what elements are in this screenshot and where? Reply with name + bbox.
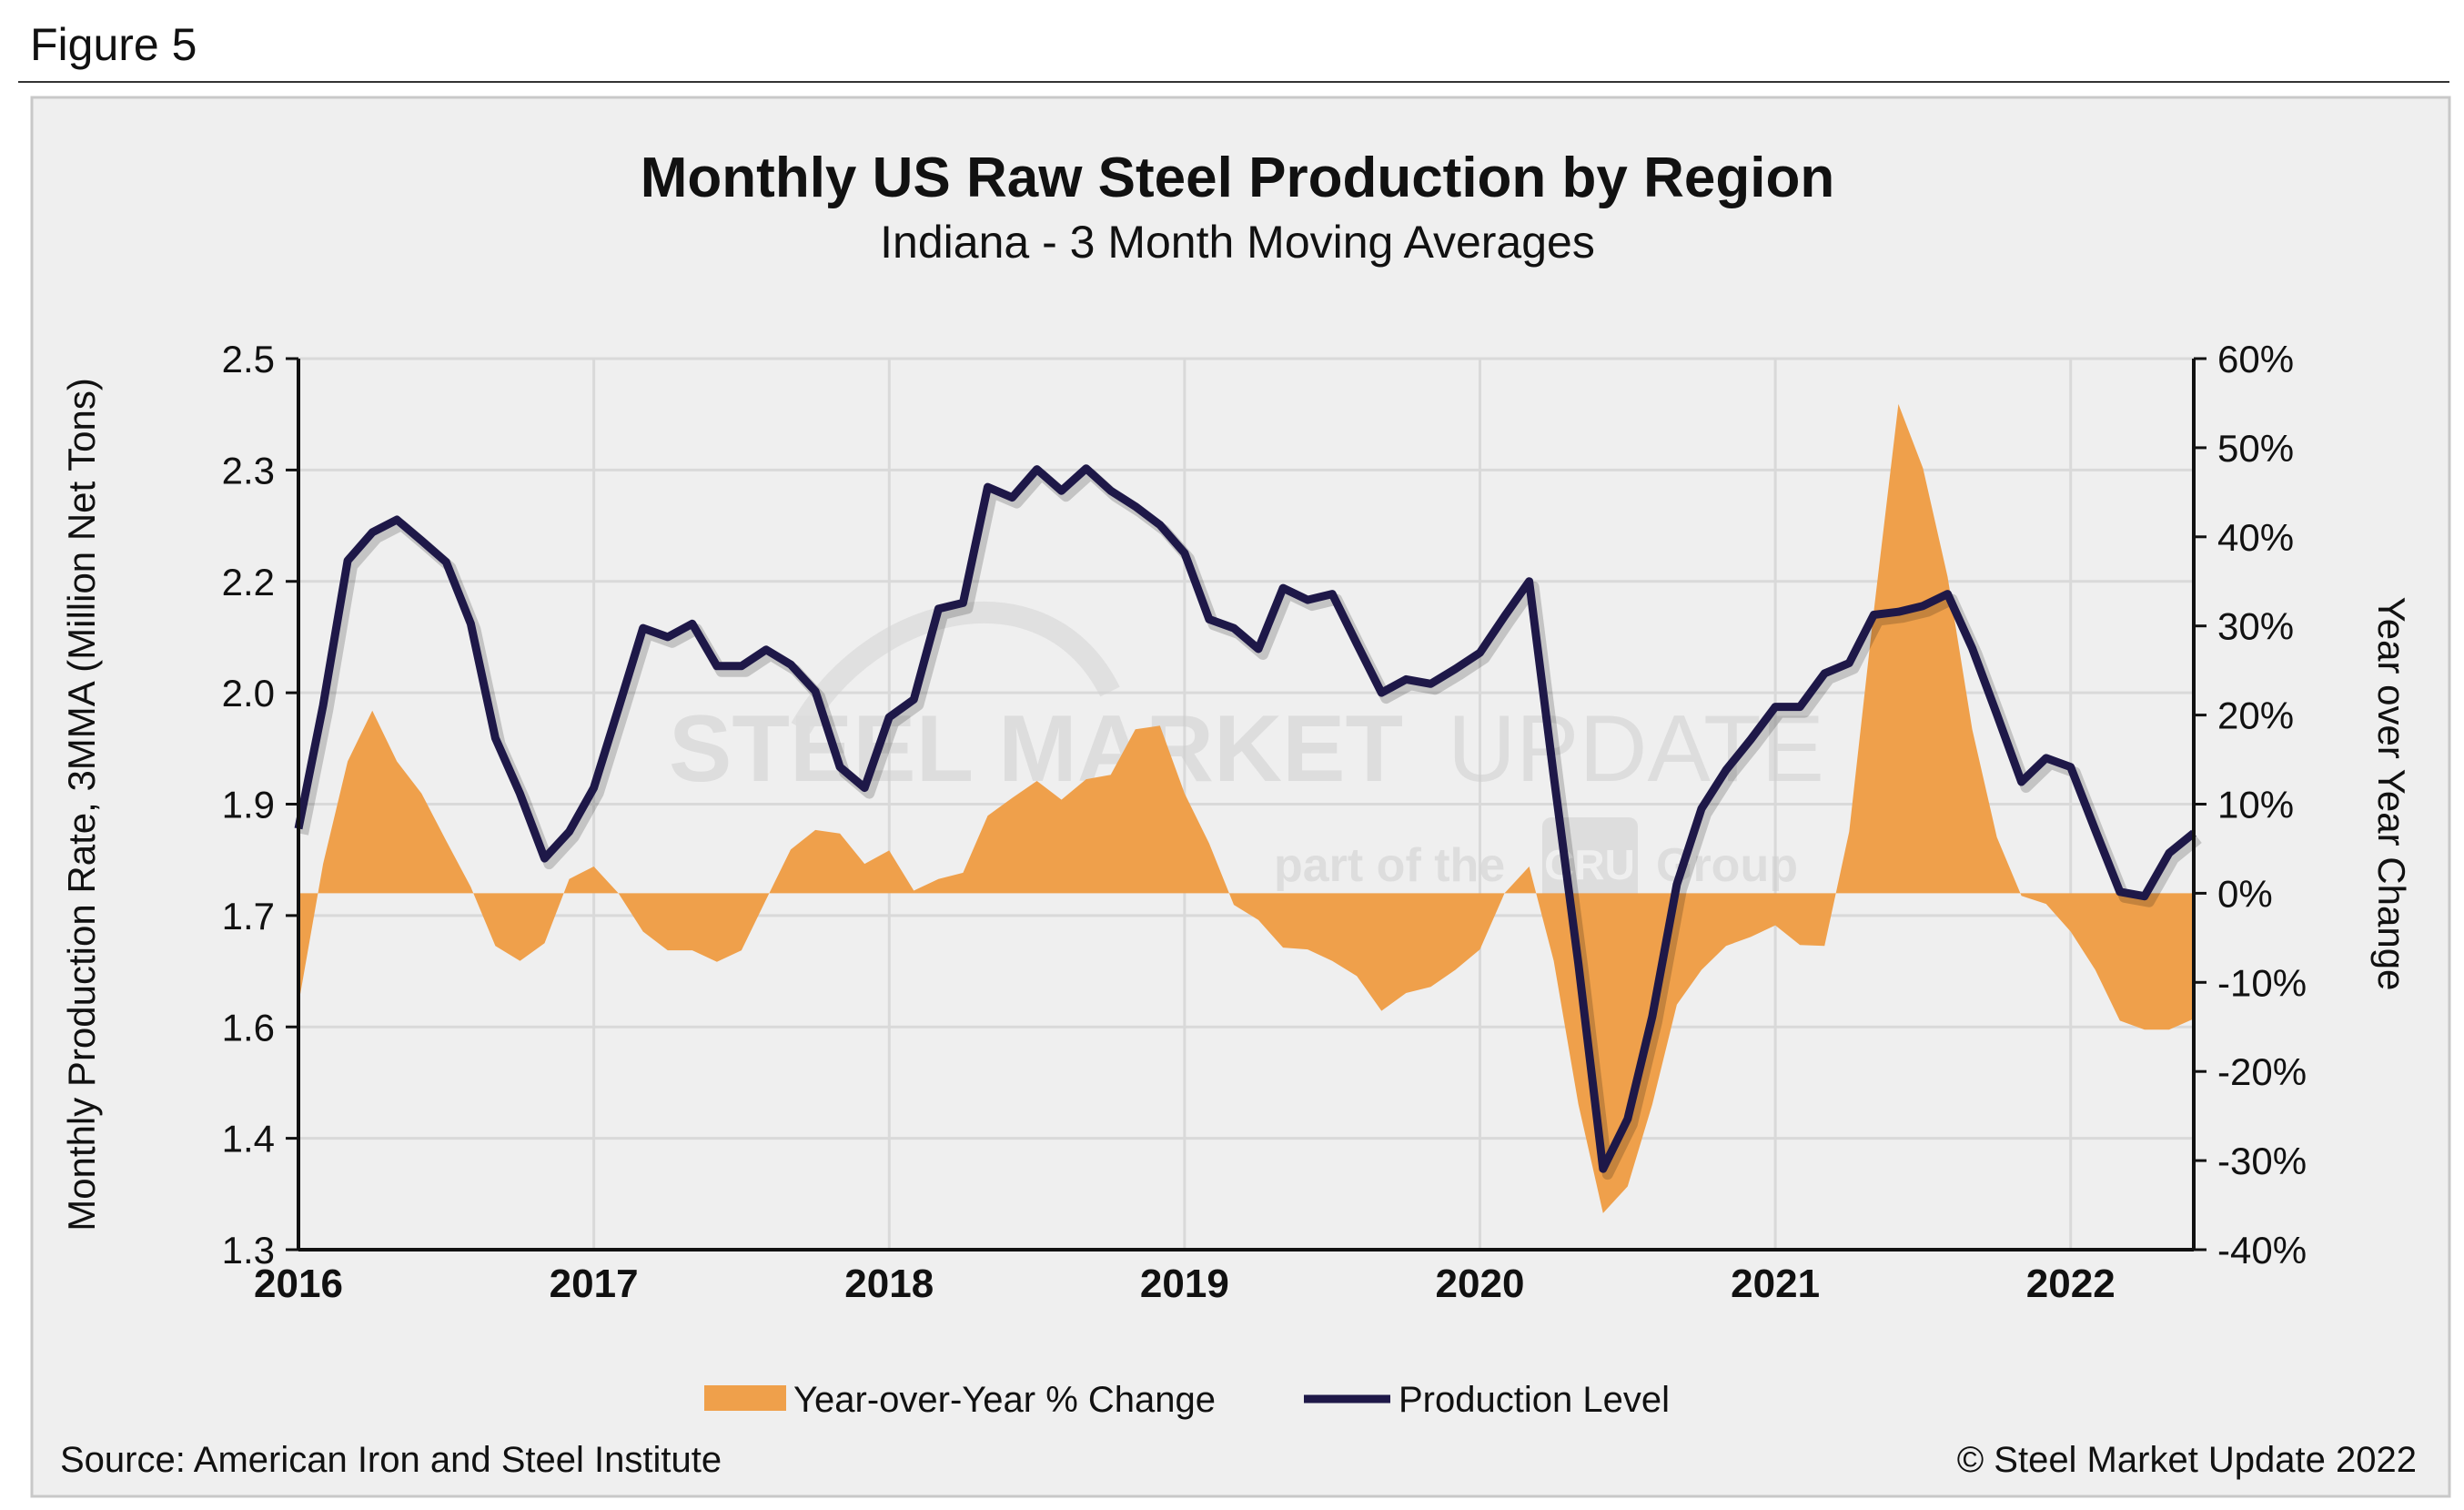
watermark-tag: part of the — [1274, 839, 1505, 892]
y2-tick-label: 10% — [2217, 784, 2294, 826]
x-tick-label: 2018 — [844, 1262, 934, 1306]
chart-title: Monthly US Raw Steel Production by Regio… — [641, 147, 1834, 209]
watermark-swoosh — [791, 601, 1120, 734]
y2-tick-label: -10% — [2217, 961, 2307, 1004]
y2-tick-label: 30% — [2217, 605, 2294, 648]
legend-label-production: Production Level — [1399, 1380, 1670, 1420]
y2-tick-label: -40% — [2217, 1229, 2307, 1272]
y2-tick-label: 50% — [2217, 427, 2294, 470]
y2-tick-label: 0% — [2217, 872, 2273, 915]
source-note: Source: American Iron and Steel Institut… — [60, 1440, 722, 1480]
y-tick-label: 1.9 — [222, 784, 275, 826]
legend-label-yoy: Year-over-Year % Change — [793, 1380, 1216, 1420]
y2-tick-label: -20% — [2217, 1050, 2307, 1093]
y2-tick-label: 20% — [2217, 694, 2294, 737]
y2-tick-label: -30% — [2217, 1140, 2307, 1182]
y-tick-label: 2.2 — [222, 561, 275, 603]
production-line — [294, 464, 2196, 1173]
y-axis-title: Monthly Production Rate, 3MMA (Million N… — [60, 378, 103, 1231]
y-tick-label: 1.7 — [222, 895, 275, 937]
x-tick-label: 2019 — [1140, 1262, 1229, 1306]
y-tick-label: 2.3 — [222, 449, 275, 492]
watermark-badge-text: CRU — [1544, 841, 1635, 888]
figure-label: Figure 5 — [30, 19, 197, 70]
watermark-light: UPDATE — [1448, 696, 1824, 802]
x-tick-label: 2021 — [1731, 1262, 1820, 1306]
y-tick-label: 2.5 — [222, 338, 275, 380]
x-tick-label: 2016 — [254, 1262, 343, 1306]
y-tick-label: 1.6 — [222, 1006, 275, 1049]
y-tick-label: 2.0 — [222, 672, 275, 714]
legend-swatch-yoy — [704, 1385, 786, 1411]
y-tick-label: 1.3 — [222, 1229, 275, 1272]
chart-subtitle: Indiana - 3 Month Moving Averages — [880, 217, 1595, 268]
y2-tick-label: 40% — [2217, 516, 2294, 559]
y-tick-label: 1.4 — [222, 1118, 275, 1160]
plot-marks — [294, 403, 2202, 1213]
legend: Year-over-Year % Change Production Level — [704, 1380, 1670, 1420]
y2-axis-title: Year over Year Change — [2370, 597, 2413, 991]
chart-panel — [30, 96, 2451, 1498]
x-tick-label: 2017 — [550, 1262, 639, 1306]
axes: 2.5 2.3 2.2 2.0 1.9 1.7 1.6 1.4 1.3 60% 50% 40% 30% 2… — [222, 338, 2307, 1306]
x-tick-label: 2022 — [2026, 1262, 2116, 1306]
copyright-note: © Steel Market Update 2022 — [1957, 1440, 2417, 1480]
x-tick-label: 2020 — [1436, 1262, 1525, 1306]
y2-tick-label: 60% — [2217, 338, 2294, 380]
